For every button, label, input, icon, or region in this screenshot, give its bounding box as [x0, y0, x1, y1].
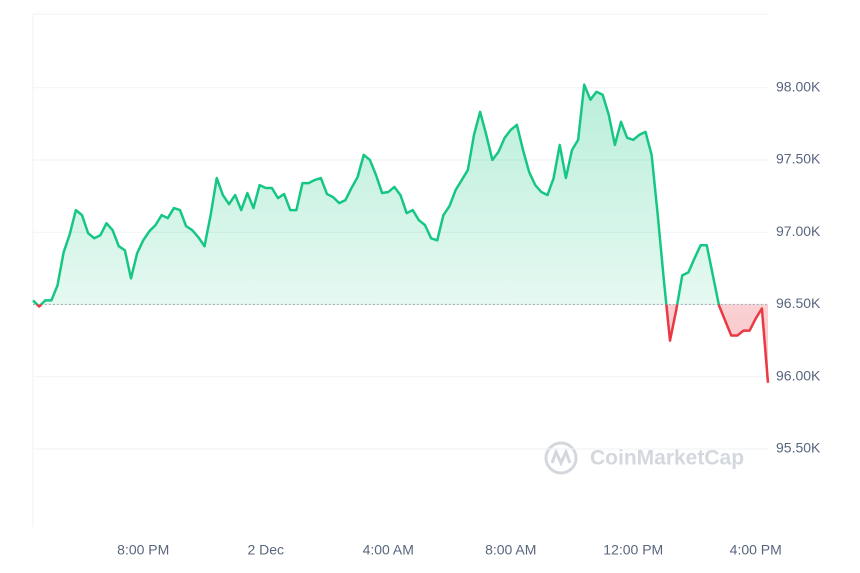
area-up: [33, 84, 719, 305]
y-tick-label: 97.50K: [776, 151, 821, 167]
x-tick-label: 8:00 AM: [485, 542, 536, 558]
y-tick-label: 96.50K: [776, 295, 821, 311]
y-tick-label: 97.00K: [776, 223, 821, 239]
x-tick-label: 8:00 PM: [117, 542, 169, 558]
watermark-logo: [550, 448, 572, 467]
x-tick-label: 12:00 PM: [603, 542, 663, 558]
y-tick-label: 95.50K: [776, 440, 821, 456]
price-line-up: [32, 83, 721, 305]
watermark-logo: [544, 441, 578, 475]
x-tick-label: 4:00 AM: [363, 542, 414, 558]
watermark-text: CoinMarketCap: [590, 447, 744, 470]
y-tick-label: 98.00K: [776, 78, 821, 94]
y-tick-label: 96.00K: [776, 367, 821, 383]
x-tick-label: 2 Dec: [247, 542, 284, 558]
watermark: CoinMarketCap: [544, 441, 744, 475]
x-tick-label: 4:00 PM: [730, 542, 782, 558]
